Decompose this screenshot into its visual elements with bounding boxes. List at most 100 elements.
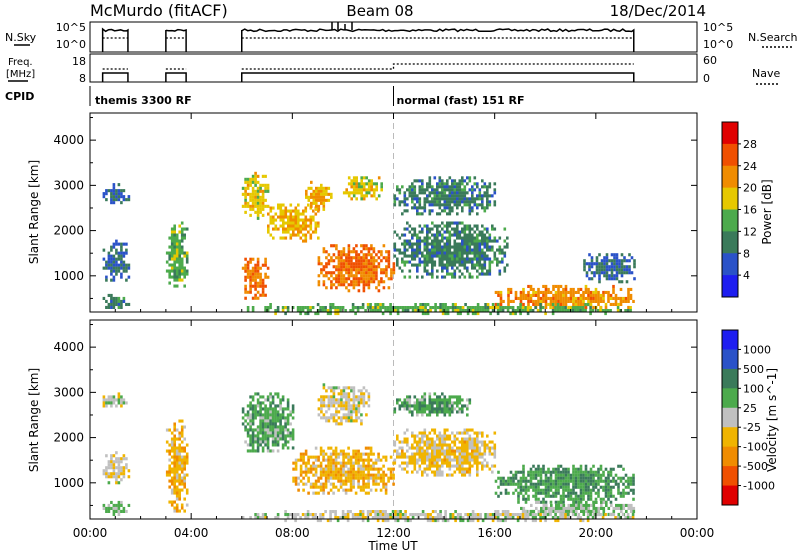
heatmap-cell (115, 404, 118, 408)
heatmap-cell (537, 464, 540, 468)
heatmap-cell (387, 250, 391, 254)
heatmap-cell (612, 284, 615, 288)
heatmap-cell (339, 482, 343, 486)
heatmap-cell (483, 449, 487, 453)
heatmap-cell (256, 213, 260, 217)
heatmap-cell (600, 259, 604, 263)
heatmap-cell (374, 467, 378, 471)
heatmap-cell (105, 401, 108, 405)
heatmap-cell (173, 467, 176, 471)
heatmap-cell (521, 306, 525, 310)
heatmap-cell (481, 266, 484, 270)
heatmap-cell (246, 306, 250, 310)
heatmap-cell (259, 207, 262, 211)
heatmap-cell (392, 268, 396, 272)
heatmap-cell (605, 277, 609, 281)
heatmap-cell (330, 416, 333, 420)
heatmap-cell (527, 497, 530, 501)
heatmap-cell (409, 306, 412, 310)
heatmap-cell (299, 455, 303, 459)
heatmap-cell (334, 510, 337, 514)
heatmap-cell (309, 309, 312, 313)
heatmap-cell (281, 395, 285, 399)
heatmap-cell (345, 407, 348, 411)
heatmap-cell (306, 306, 310, 310)
heatmap-cell (562, 494, 565, 498)
heatmap-cell (413, 257, 417, 261)
heatmap-cell (322, 491, 325, 495)
heatmap-cell (276, 428, 280, 432)
heatmap-cell (286, 404, 290, 408)
heatmap-cell (241, 422, 245, 426)
heatmap-cell (244, 195, 247, 199)
heatmap-cell (345, 188, 348, 192)
heatmap-cell (594, 290, 598, 294)
heatmap-cell (534, 302, 538, 306)
heatmap-cell (340, 265, 343, 269)
heatmap-cell (514, 293, 518, 297)
heatmap-cell (413, 191, 417, 195)
heatmap-cell (384, 485, 388, 489)
heatmap-cell (456, 245, 459, 249)
heatmap-cell (418, 440, 422, 444)
heatmap-cell (110, 198, 113, 202)
heatmap-cell (271, 449, 275, 453)
heatmap-cell (307, 198, 311, 202)
heatmap-cell (379, 306, 382, 310)
heatmap-cell (441, 443, 444, 447)
heatmap-cell (360, 259, 363, 263)
heatmap-cell (170, 488, 174, 492)
heatmap-cell (516, 516, 520, 520)
heatmap-cell (541, 516, 545, 520)
heatmap-cell (340, 262, 343, 266)
heatmap-cell (587, 290, 590, 294)
heatmap-cell (478, 446, 482, 450)
heatmap-cell (544, 299, 548, 303)
heatmap-cell (406, 449, 409, 453)
heatmap-cell (446, 239, 449, 243)
heatmap-cell (403, 254, 407, 258)
heatmap-cell (493, 452, 497, 456)
heatmap-cell (279, 428, 282, 432)
heatmap-cell (254, 180, 257, 184)
heatmap-cell (282, 236, 285, 240)
heatmap-cell (115, 466, 118, 470)
heatmap-cell (589, 299, 593, 303)
heatmap-cell (322, 395, 326, 399)
heatmap-cell (314, 513, 317, 517)
heatmap-cell (446, 245, 449, 249)
heatmap-cell (403, 245, 407, 249)
heatmap-cell (517, 470, 520, 474)
heatmap-cell (322, 195, 326, 199)
heatmap-cell (335, 413, 338, 417)
heatmap-cell (332, 413, 336, 417)
heatmap-cell (297, 215, 300, 219)
heatmap-cell (389, 516, 392, 520)
heatmap-cell (289, 212, 293, 216)
heatmap-cell (438, 470, 442, 474)
heatmap-cell (433, 431, 437, 435)
heatmap-cell (110, 272, 113, 276)
heatmap-cell (610, 274, 614, 278)
heatmap-cell (509, 299, 513, 303)
heatmap-cell (527, 302, 530, 306)
heatmap-cell (390, 271, 393, 275)
heatmap-cell (476, 461, 479, 465)
heatmap-cell (433, 458, 437, 462)
heatmap-cell (352, 470, 355, 474)
heatmap-cell (297, 224, 300, 228)
heatmap-cell (307, 470, 310, 474)
heatmap-cell (271, 431, 275, 435)
heatmap-cell (244, 192, 247, 196)
heatmap-cell (403, 455, 407, 459)
heatmap-cell (618, 262, 621, 266)
heatmap-cell (582, 494, 585, 498)
heatmap-cell (329, 309, 332, 313)
heatmap-cell (607, 479, 610, 483)
heatmap-cell (299, 458, 303, 462)
heatmap-cell (534, 494, 538, 498)
heatmap-cell (481, 242, 484, 246)
heatmap-cell (519, 309, 522, 313)
heatmap-cell (478, 455, 482, 459)
